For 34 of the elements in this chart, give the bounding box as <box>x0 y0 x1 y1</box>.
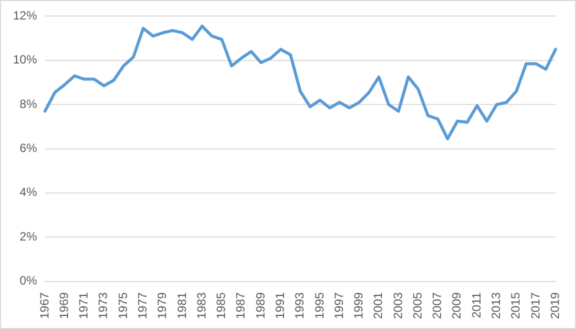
x-tick-label: 1973 <box>96 292 110 320</box>
x-tick-label: 2013 <box>489 292 503 320</box>
x-tick-label: 2011 <box>469 292 484 318</box>
x-tick-label: 2001 <box>371 292 386 320</box>
x-tick-label: 2019 <box>548 292 562 320</box>
x-tick-label: 1999 <box>352 292 366 320</box>
y-tick-label: 6% <box>20 141 38 156</box>
y-tick-label: 0% <box>20 274 38 288</box>
x-tick-label: 2007 <box>430 292 444 320</box>
x-tick-label: 1971 <box>76 292 91 320</box>
x-tick-label: 1977 <box>136 292 150 320</box>
x-tick-label: 1979 <box>155 292 170 320</box>
x-tick-label: 1991 <box>272 292 287 320</box>
x-tick-label: 1967 <box>37 292 52 320</box>
x-tick-label: 2009 <box>450 292 464 320</box>
x-tick-label: 1993 <box>292 292 307 320</box>
x-tick-label: 1987 <box>234 292 248 320</box>
x-tick-label: 1983 <box>194 292 208 320</box>
y-tick-label: 10% <box>12 52 38 67</box>
x-tick-label: 2015 <box>508 292 523 320</box>
x-tick-label: 2005 <box>410 292 424 320</box>
y-tick-label: 8% <box>20 96 38 111</box>
x-tick-label: 1985 <box>214 292 228 320</box>
x-tick-label: 2003 <box>390 292 405 320</box>
x-tick-label: 1969 <box>56 292 71 320</box>
x-tick-label: 1995 <box>312 292 326 320</box>
y-tick-label: 12% <box>12 8 38 23</box>
x-tick-label: 1981 <box>174 292 189 320</box>
x-tick-label: 2017 <box>528 292 542 320</box>
y-tick-label: 2% <box>20 229 38 244</box>
x-tick-label: 1997 <box>332 292 346 320</box>
x-tick-label: 1975 <box>116 292 130 320</box>
y-tick-label: 4% <box>20 185 38 200</box>
x-tick-label: 1989 <box>253 292 268 320</box>
